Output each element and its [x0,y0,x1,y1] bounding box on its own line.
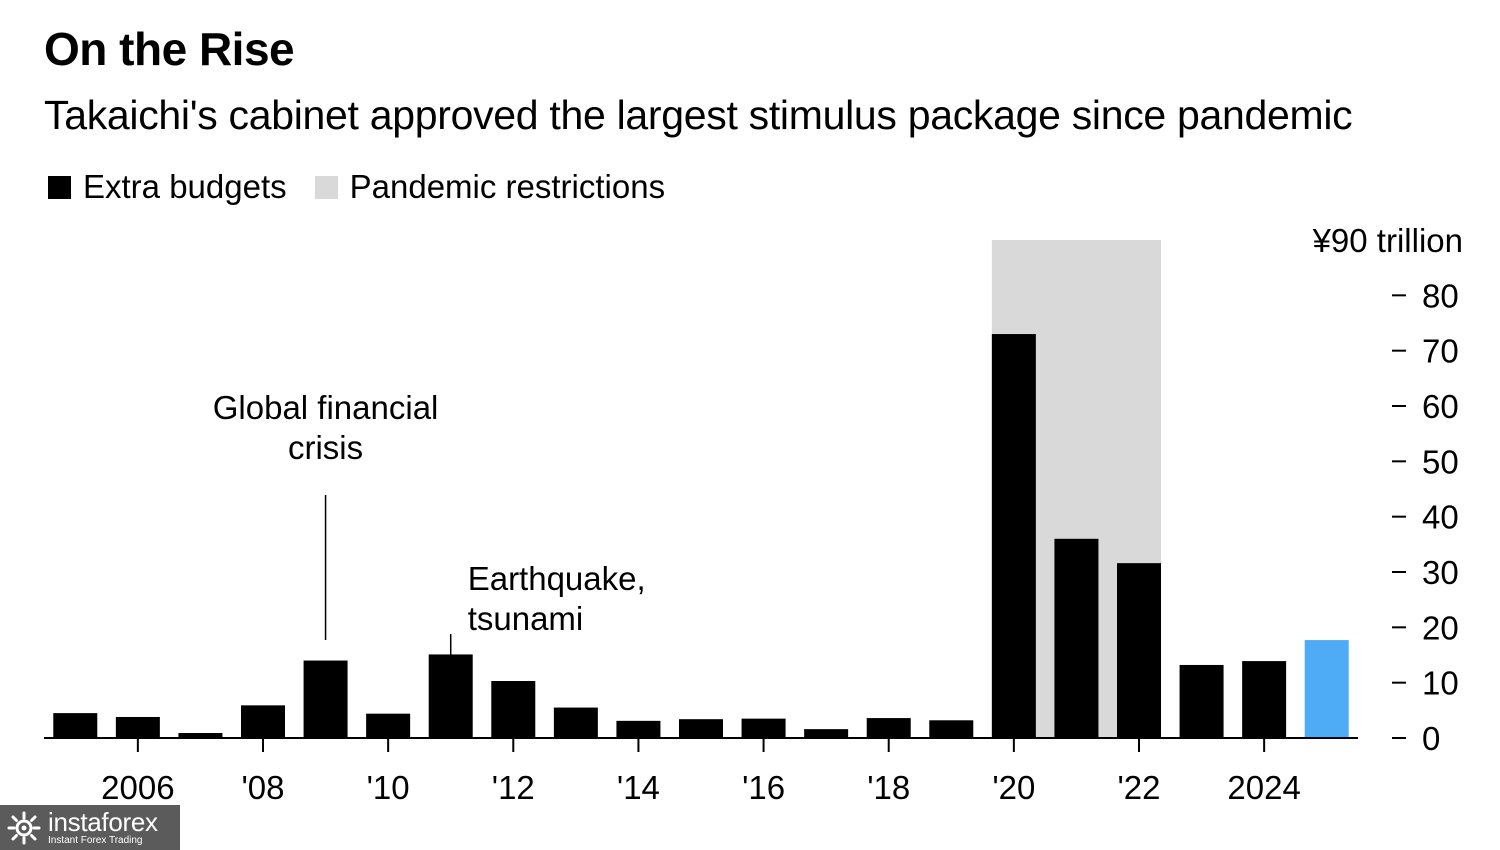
bar-2014 [616,720,661,738]
bar-2015 [679,719,723,738]
x-tick-label-2006: 2006 [101,769,174,806]
bar-2025 [1304,640,1349,738]
x-tick-label-2008: '08 [241,769,284,806]
legend-label-pandemic: Pandemic restrictions [349,168,666,205]
x-tick-label-2022: '22 [1117,769,1160,806]
bar-2012 [491,681,536,738]
chart-title: On the Rise [44,23,295,75]
bar-2024 [1242,661,1287,738]
x-tick-label-2014: '14 [617,769,660,806]
bar-2013 [553,707,598,738]
legend-swatch-extra-budgets [48,175,71,199]
bar-2020 [991,334,1036,738]
x-tick-label-2020: '20 [992,769,1035,806]
bar-2007 [178,733,223,738]
legend-label-extra-budgets: Extra budgets [83,168,287,205]
annotation-quake-line-2: tsunami [468,600,584,637]
legend-swatch-pandemic [314,175,338,199]
bar-2011 [428,654,473,738]
annotation-gfc-line-1: Global financial [213,389,439,426]
bar-2006 [115,716,160,738]
chart-legend: Extra budgets Pandemic restrictions [48,168,693,206]
watermark-tagline: Instant Forex Trading [48,835,143,846]
x-tick-label-2024: 2024 [1227,769,1300,806]
y-tick-label-70: 70 [1422,333,1459,370]
bar-2023 [1179,664,1224,738]
bar-2021 [1054,538,1099,738]
x-tick-label-2012: '12 [492,769,535,806]
bar-2009 [303,660,348,738]
legend-item-pandemic: Pandemic restrictions [314,168,666,206]
bar-2010 [366,713,411,738]
y-tick-label-30: 30 [1422,554,1459,591]
bar-2008 [241,705,285,738]
watermark-brand: instaforex [48,807,158,837]
chart-subtitle: Takaichi's cabinet approved the largest … [44,92,1353,138]
bar-2018 [866,718,911,738]
x-tick-label-2018: '18 [867,769,910,806]
bar-2016 [741,718,786,738]
y-tick-label-0: 0 [1422,720,1440,757]
legend-item-extra-budgets: Extra budgets [48,168,287,206]
instaforex-logo-icon [7,811,41,844]
y-tick-label-60: 60 [1422,388,1459,425]
bar-2019 [929,720,974,738]
y-tick-label-40: 40 [1422,499,1459,536]
watermark: instaforex Instant Forex Trading [0,805,180,850]
y-tick-label-20: 20 [1422,609,1459,646]
bar-2022 [1117,563,1161,738]
x-tick-label-2016: '16 [742,769,785,806]
bar-2005 [53,713,98,738]
y-tick-label-80: 80 [1422,277,1459,314]
y-tick-label-50: 50 [1422,443,1459,480]
y-tick-label-10: 10 [1422,665,1459,702]
annotation-gfc-line-2: crisis [288,429,363,466]
bar-2017 [804,729,849,738]
annotation-quake-line-1: Earthquake, [468,560,646,597]
y-tick-label-90: ¥90 trillion [1312,222,1463,259]
x-tick-label-2010: '10 [367,769,410,806]
